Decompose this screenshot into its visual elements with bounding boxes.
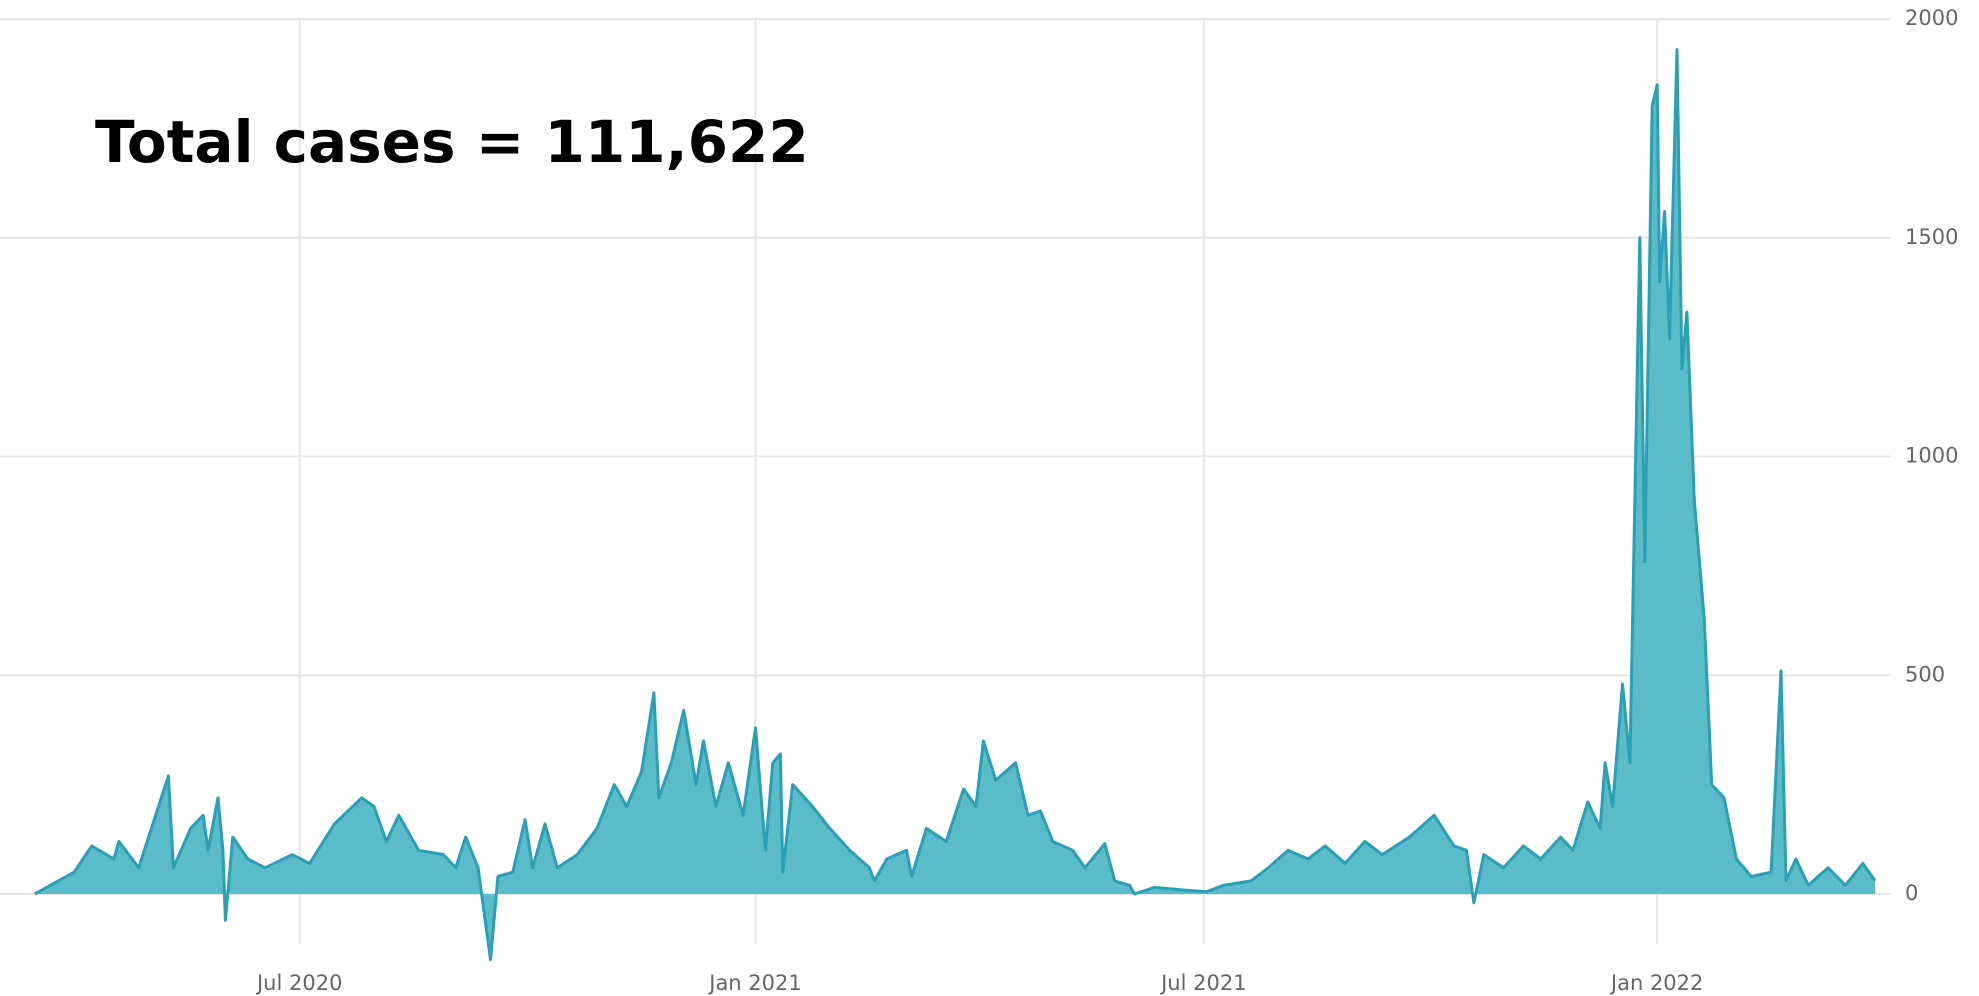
x-tick-label: Jan 2022 xyxy=(1609,971,1704,995)
area xyxy=(34,49,1876,960)
y-tick-label: 500 xyxy=(1905,662,1945,686)
y-tick-label: 1500 xyxy=(1905,225,1958,249)
x-tick-label: Jul 2021 xyxy=(1159,971,1246,995)
y-tick-label: 0 xyxy=(1905,881,1918,905)
y-tick-label: 1000 xyxy=(1905,444,1958,468)
x-tick-label: Jul 2020 xyxy=(255,971,342,995)
x-tick-label: Jan 2021 xyxy=(707,971,802,995)
line xyxy=(33,48,1877,962)
y-tick-label: 2000 xyxy=(1905,6,1958,30)
annotation: Total cases = 111,622 xyxy=(95,108,809,176)
